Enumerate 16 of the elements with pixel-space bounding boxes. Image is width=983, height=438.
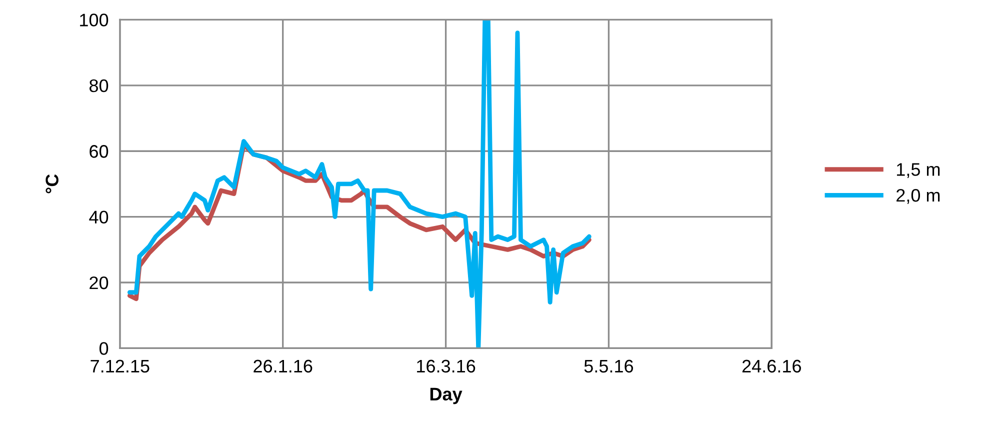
- y-tick-label: 40: [89, 210, 108, 224]
- y-tick-label: 100: [80, 14, 108, 26]
- x-tick-label: 16.3.16: [417, 360, 476, 373]
- y-tick-label: 0: [99, 342, 108, 355]
- x-tick-label: 7.12.15: [90, 360, 150, 373]
- x-tick-label: 26.1.16: [254, 360, 312, 373]
- line-series: [127, 20, 592, 348]
- legend-label: 2,0 m: [896, 188, 940, 204]
- x-tick-label: 24.6.16: [742, 360, 801, 373]
- y-tick-label: 80: [90, 79, 108, 92]
- x-axis-title: Day: [430, 388, 462, 404]
- y-tick-label: 60: [90, 145, 108, 158]
- y-axis-title: °C: [46, 174, 58, 194]
- legend-label: 1,5 m: [896, 163, 940, 178]
- x-tick-label: 5.5.16: [584, 360, 634, 373]
- y-tick-label: 20: [90, 276, 108, 290]
